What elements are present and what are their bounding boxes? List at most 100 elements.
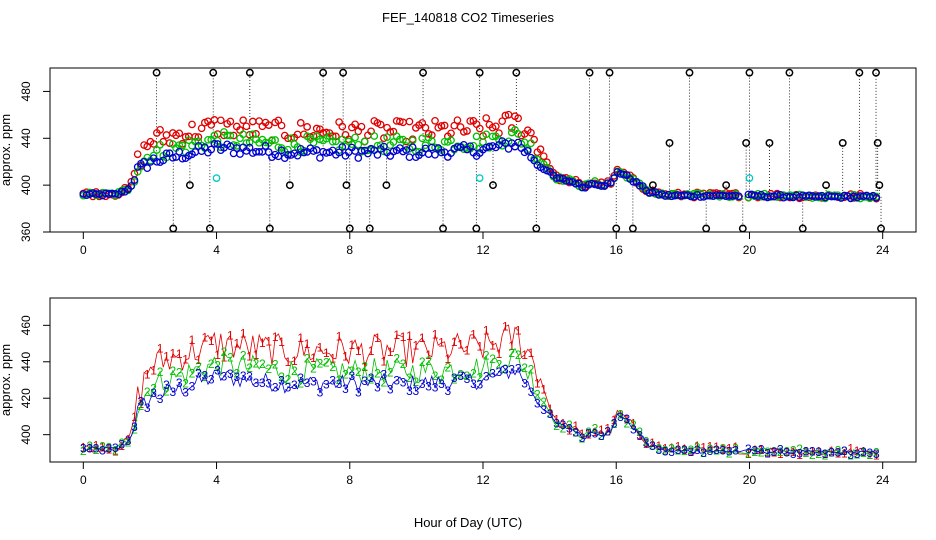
series2-point — [527, 139, 535, 148]
series3-marker: 3 — [771, 445, 778, 459]
series1-point — [252, 130, 260, 138]
series2-marker: 2 — [579, 432, 586, 446]
series1-point — [335, 118, 343, 126]
x-tick-label: 12 — [476, 243, 490, 257]
series3-marker: 3 — [726, 444, 733, 458]
series2-marker: 2 — [361, 360, 368, 374]
series2-marker: 2 — [413, 375, 420, 389]
series1-point — [463, 127, 471, 135]
series3-marker: 3 — [406, 384, 413, 398]
outlier-point — [512, 68, 521, 77]
series3-marker: 3 — [598, 429, 605, 443]
series3-marker: 3 — [214, 364, 221, 378]
series2-marker: 2 — [585, 425, 592, 439]
series1-marker: 1 — [144, 367, 151, 381]
series2-marker: 2 — [457, 368, 464, 382]
series1-marker: 1 — [560, 416, 567, 430]
series2-marker: 2 — [668, 441, 675, 455]
series1-marker: 1 — [118, 439, 125, 453]
series3-marker: 3 — [822, 447, 829, 461]
series3-point — [453, 143, 462, 151]
series1-point — [491, 122, 500, 131]
series1-marker: 1 — [310, 351, 317, 365]
series1-marker: 1 — [611, 413, 618, 427]
series2-marker: 2 — [150, 382, 157, 396]
series3-marker: 3 — [425, 379, 432, 393]
series3-marker: 3 — [336, 377, 343, 391]
series1-point — [431, 116, 439, 125]
outlier-point — [439, 224, 447, 233]
series2-marker: 2 — [355, 365, 362, 379]
series2-point — [261, 138, 270, 147]
series1-marker: 1 — [374, 331, 381, 345]
series1-marker: 1 — [828, 444, 835, 458]
series2-point — [226, 131, 235, 140]
series2-marker: 2 — [854, 448, 861, 462]
series2-marker: 2 — [368, 373, 375, 387]
series3-point — [277, 146, 286, 155]
series1-marker: 1 — [368, 344, 375, 358]
series1-marker: 1 — [707, 440, 714, 454]
series3-point — [245, 143, 254, 152]
series3-point — [322, 149, 331, 157]
series3-marker: 3 — [272, 380, 279, 394]
outlier-point — [265, 224, 274, 233]
series3-marker: 3 — [317, 385, 324, 399]
series3-marker: 3 — [304, 376, 311, 390]
series3-marker: 3 — [285, 381, 292, 395]
series1-marker: 1 — [265, 334, 272, 348]
series1-point — [175, 129, 184, 138]
series1-marker: 1 — [163, 350, 170, 364]
series1-marker: 1 — [329, 351, 336, 365]
series3-marker: 3 — [86, 442, 93, 456]
series2-marker: 2 — [630, 418, 637, 432]
series3-marker: 3 — [604, 425, 611, 439]
series1-marker: 1 — [854, 444, 861, 458]
series3-marker: 3 — [873, 447, 880, 461]
outlier-point — [838, 139, 847, 147]
series3-point — [402, 146, 411, 154]
series3-marker: 3 — [860, 445, 867, 459]
series2-marker: 2 — [93, 443, 100, 457]
series2-point — [472, 132, 481, 141]
series2-point — [399, 135, 407, 144]
series3-marker: 3 — [438, 377, 445, 391]
series1-marker: 1 — [528, 346, 535, 360]
series2-marker: 2 — [534, 387, 541, 401]
series1-marker: 1 — [534, 376, 541, 390]
series3-marker: 3 — [489, 367, 496, 381]
series3-marker: 3 — [745, 442, 752, 456]
series2-point — [396, 135, 404, 144]
series3-marker: 3 — [93, 441, 100, 455]
series1-marker: 1 — [291, 354, 298, 368]
series2-marker: 2 — [176, 365, 183, 379]
series1-point — [354, 127, 363, 136]
outlier-point — [685, 68, 694, 77]
series1-marker: 1 — [106, 442, 113, 456]
series2-point — [287, 134, 295, 143]
series2-point — [370, 132, 379, 140]
series2-marker: 2 — [764, 445, 771, 459]
outlier-point — [475, 68, 484, 77]
series1-marker: 1 — [323, 346, 330, 360]
series3-marker: 3 — [99, 444, 106, 458]
series3-point — [648, 188, 657, 197]
series1-marker: 1 — [585, 427, 592, 441]
series2-marker: 2 — [329, 360, 336, 374]
series3-point — [514, 138, 523, 147]
series1-marker: 1 — [413, 339, 420, 353]
series1-marker: 1 — [297, 331, 304, 345]
cyan-point — [475, 174, 484, 182]
series3-marker: 3 — [528, 385, 535, 399]
series1-marker: 1 — [835, 446, 842, 460]
series1-marker: 1 — [349, 338, 356, 352]
series2-point — [149, 151, 158, 160]
outlier-point — [585, 68, 594, 77]
series3-marker: 3 — [496, 365, 503, 379]
outlier-point — [745, 68, 754, 77]
series1-point — [498, 117, 507, 126]
series3-point — [200, 143, 209, 152]
series1-point — [210, 116, 219, 124]
series2-marker: 2 — [758, 446, 765, 460]
x-tick-label: 12 — [476, 473, 490, 487]
